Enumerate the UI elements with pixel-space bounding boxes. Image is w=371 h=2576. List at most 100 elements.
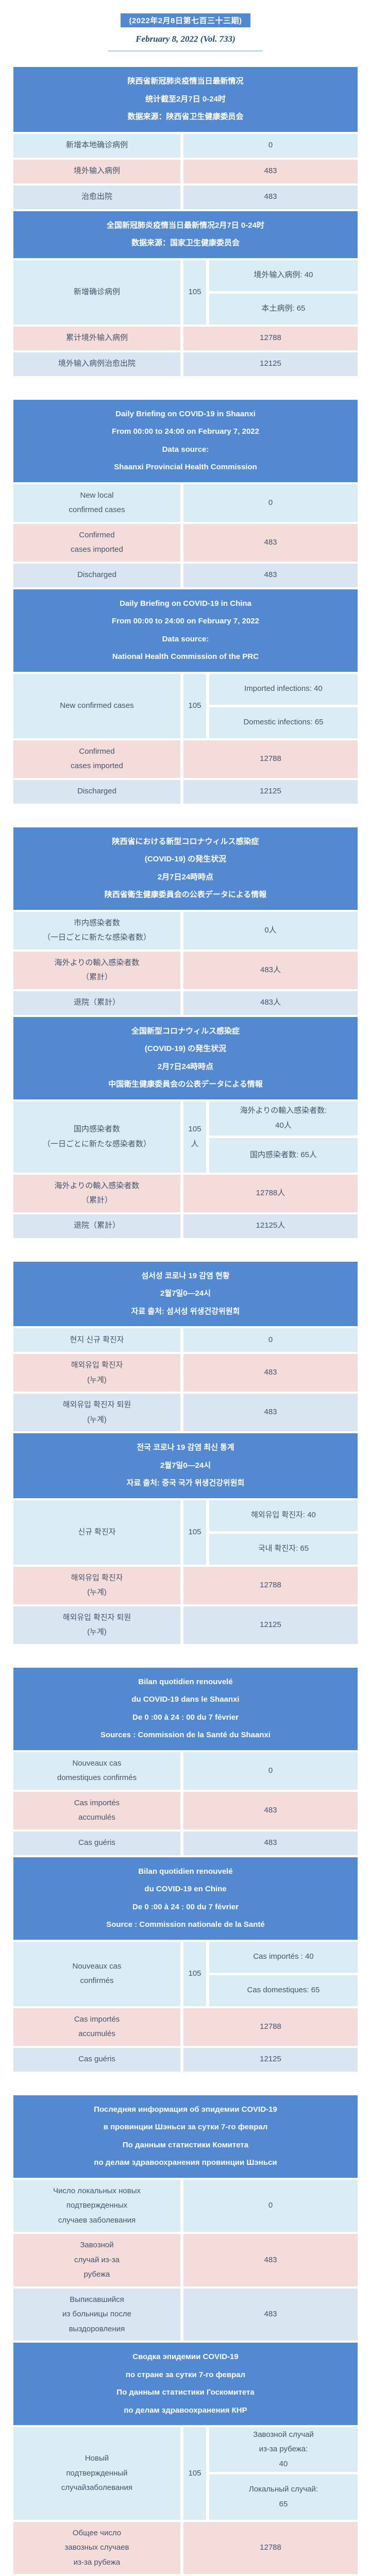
- table-kr-shaanxi: 섬서성 코로나 19 감염 현황 2월7일0—24시 자료 출처: 섬서성 위생…: [13, 1262, 358, 1432]
- breakdown-domestic: Domestic infections: 65: [209, 707, 358, 738]
- row-breakdown: 해외유입 확진자: 40 국내 확진자: 65: [209, 1500, 358, 1565]
- row-label: Cas guéris: [13, 2048, 180, 2072]
- table-row: 해외유입 확진자 (누계) 483: [13, 1354, 358, 1392]
- table-fr-china: Bilan quotidien renouvelé du COVID-19 en…: [13, 1857, 358, 2072]
- table-header: Daily Briefing on COVID-19 in Shaanxi Fr…: [13, 400, 358, 482]
- table-row: Nouveaux cas domestiques confirmés 0: [13, 1752, 358, 1790]
- table-row-split: New confirmed cases 105 Imported infecti…: [13, 674, 358, 738]
- table-row: Выписавшийся из больницы после выздоровл…: [13, 2289, 358, 2341]
- row-total: 105: [183, 674, 206, 738]
- masthead-divider: [108, 50, 263, 52]
- table-ru-shaanxi: Последняя информация об эпидемии COVID-1…: [13, 2095, 358, 2341]
- row-label: 해외유입 확진자 퇴원 (누계): [13, 1394, 180, 1431]
- table-row: 境外输入病例治愈出院 12125: [13, 352, 358, 376]
- row-value: 0: [183, 134, 358, 158]
- table-row: 新增本地确诊病例 0: [13, 134, 358, 158]
- table-row: Confirmed cases imported 12788: [13, 740, 358, 778]
- breakdown-imported: 海外よりの輸入感染者数: 40人: [209, 1101, 358, 1136]
- table-header: 섬서성 코로나 19 감염 현황 2월7일0—24시 자료 출처: 섬서성 위생…: [13, 1262, 358, 1327]
- table-row: 市内感染者数 （一日ごとに新たな感染者数） 0人: [13, 912, 358, 950]
- row-label: 해외유입 확진자 퇴원 (누계): [13, 1606, 180, 1644]
- breakdown-imported: 境外输入病例: 40: [209, 260, 358, 291]
- table-header: 전국 코로나 19 감염 최신 통계 2월7일0—24시 자료 출처: 중국 국…: [13, 1433, 358, 1498]
- table-cn-china: 全国新冠肺炎疫情当日最新情况2月7日 0-24时 数据来源：国家卫生健康委员会 …: [13, 211, 358, 376]
- table-row-split: 国内感染者数 （一日ごとに新たな感染者数） 105人 海外よりの輸入感染者数: …: [13, 1101, 358, 1173]
- table-row: 退院（累計） 483人: [13, 991, 358, 1015]
- row-value: 12125: [183, 352, 358, 376]
- row-label: 治愈出院: [13, 185, 180, 209]
- table-row: 해외유입 확진자 퇴원 (누계) 12125: [13, 1606, 358, 1644]
- table-row: 退院（累計） 12125人: [13, 1214, 358, 1238]
- row-label: Discharged: [13, 564, 180, 587]
- row-total: 105: [183, 1500, 206, 1565]
- row-label: 新增本地确诊病例: [13, 134, 180, 158]
- row-label: Число локальных новых подтвержденных слу…: [13, 2180, 180, 2232]
- row-breakdown: 海外よりの輸入感染者数: 40人 国内感染者数: 65人: [209, 1101, 358, 1173]
- row-label: 市内感染者数 （一日ごとに新たな感染者数）: [13, 912, 180, 950]
- table-jp-china: 全国新型コロナウィルス感染症 (COVID-19) の発生状況 2月7日24時時…: [13, 1017, 358, 1238]
- table-row: 현지 신규 확진자 0: [13, 1328, 358, 1352]
- row-value: 0: [183, 1328, 358, 1352]
- row-value: 0: [183, 484, 358, 522]
- table-row-split: 新增确诊病例 105 境外输入病例: 40 本土病例: 65: [13, 260, 358, 325]
- row-label: 境外输入病例: [13, 160, 180, 183]
- row-value: 483: [183, 2234, 358, 2286]
- row-value: 483人: [183, 991, 358, 1015]
- table-header: Bilan quotidien renouvelé du COVID-19 da…: [13, 1668, 358, 1750]
- table-en-china: Daily Briefing on COVID-19 in China From…: [13, 589, 358, 804]
- issue-date-english: February 8, 2022 (Vol. 733): [0, 34, 371, 44]
- breakdown-imported: Cas importés : 40: [209, 1942, 358, 1973]
- table-row-split: 신규 확진자 105 해외유입 확진자: 40 국내 확진자: 65: [13, 1500, 358, 1565]
- table-header: 陕西省における新型コロナウィルス感染症 (COVID-19) の発生状況 2月7…: [13, 827, 358, 910]
- row-label: 退院（累計）: [13, 991, 180, 1015]
- table-header: Bilan quotidien renouvelé du COVID-19 en…: [13, 1857, 358, 1940]
- row-value: 483: [183, 564, 358, 587]
- table-row: Общее число завозных случаев из-за рубеж…: [13, 2522, 358, 2574]
- row-total: 105: [183, 2427, 206, 2520]
- row-value: 12125: [183, 1606, 358, 1644]
- row-value: 0: [183, 1752, 358, 1790]
- row-label: Confirmed cases imported: [13, 740, 180, 778]
- row-label: Confirmed cases imported: [13, 524, 180, 562]
- row-label: Cas guéris: [13, 1832, 180, 1855]
- breakdown-domestic: Локальный случай: 65: [209, 2475, 358, 2519]
- row-label: 新增确诊病例: [13, 260, 180, 325]
- row-value: 483: [183, 185, 358, 209]
- row-label: 현지 신규 확진자: [13, 1328, 180, 1352]
- section-japanese: 陕西省における新型コロナウィルス感染症 (COVID-19) の発生状況 2月7…: [13, 827, 358, 1238]
- table-row: 累计境外输入病例 12788: [13, 327, 358, 350]
- row-label: 退院（累計）: [13, 1214, 180, 1238]
- breakdown-imported: 해외유입 확진자: 40: [209, 1500, 358, 1531]
- table-row: Cas importés accumulés 12788: [13, 2008, 358, 2046]
- row-label: Выписавшийся из больницы после выздоровл…: [13, 2289, 180, 2341]
- section-chinese: 陕西省新冠肺炎疫情当日最新情况 统计截至2月7日 0-24时 数据来源：陕西省卫…: [13, 67, 358, 376]
- row-total: 105: [183, 260, 206, 325]
- row-value: 12125: [183, 780, 358, 804]
- table-row: Завозной случай из-за рубежа 483: [13, 2234, 358, 2286]
- section-english: Daily Briefing on COVID-19 in Shaanxi Fr…: [13, 400, 358, 804]
- table-header: 全国新冠肺炎疫情当日最新情况2月7日 0-24时 数据来源：国家卫生健康委员会: [13, 211, 358, 258]
- table-row: Cas guéris 483: [13, 1832, 358, 1855]
- row-breakdown: Cas importés : 40 Cas domestiques: 65: [209, 1942, 358, 2006]
- row-value: 483: [183, 1354, 358, 1392]
- table-kr-china: 전국 코로나 19 감염 최신 통계 2월7일0—24시 자료 출처: 중국 국…: [13, 1433, 358, 1644]
- row-label: New confirmed cases: [13, 674, 180, 738]
- table-ru-china: Сводка эпидемии COVID-19 по стране за су…: [13, 2343, 358, 2576]
- breakdown-imported: Завозной случай из-за рубежа: 40: [209, 2427, 358, 2472]
- row-value: 12788: [183, 2522, 358, 2574]
- breakdown-imported: Imported infections: 40: [209, 674, 358, 705]
- section-russian: Последняя информация об эпидемии COVID-1…: [13, 2095, 358, 2576]
- row-label: Завозной случай из-за рубежа: [13, 2234, 180, 2286]
- table-header: Сводка эпидемии COVID-19 по стране за су…: [13, 2343, 358, 2425]
- row-label: Cas importés accumulés: [13, 2008, 180, 2046]
- row-breakdown: 境外输入病例: 40 本土病例: 65: [209, 260, 358, 325]
- table-row: Число локальных новых подтвержденных слу…: [13, 2180, 358, 2232]
- row-value: 483: [183, 1792, 358, 1829]
- row-value: 12788: [183, 2008, 358, 2046]
- row-label: 海外よりの輸入感染者数 （累計）: [13, 1175, 180, 1212]
- row-label: 累计境外输入病例: [13, 327, 180, 350]
- row-total: 105: [183, 1942, 206, 2006]
- row-value: 12788人: [183, 1175, 358, 1212]
- section-french: Bilan quotidien renouvelé du COVID-19 da…: [13, 1668, 358, 2072]
- row-value: 0: [183, 2180, 358, 2232]
